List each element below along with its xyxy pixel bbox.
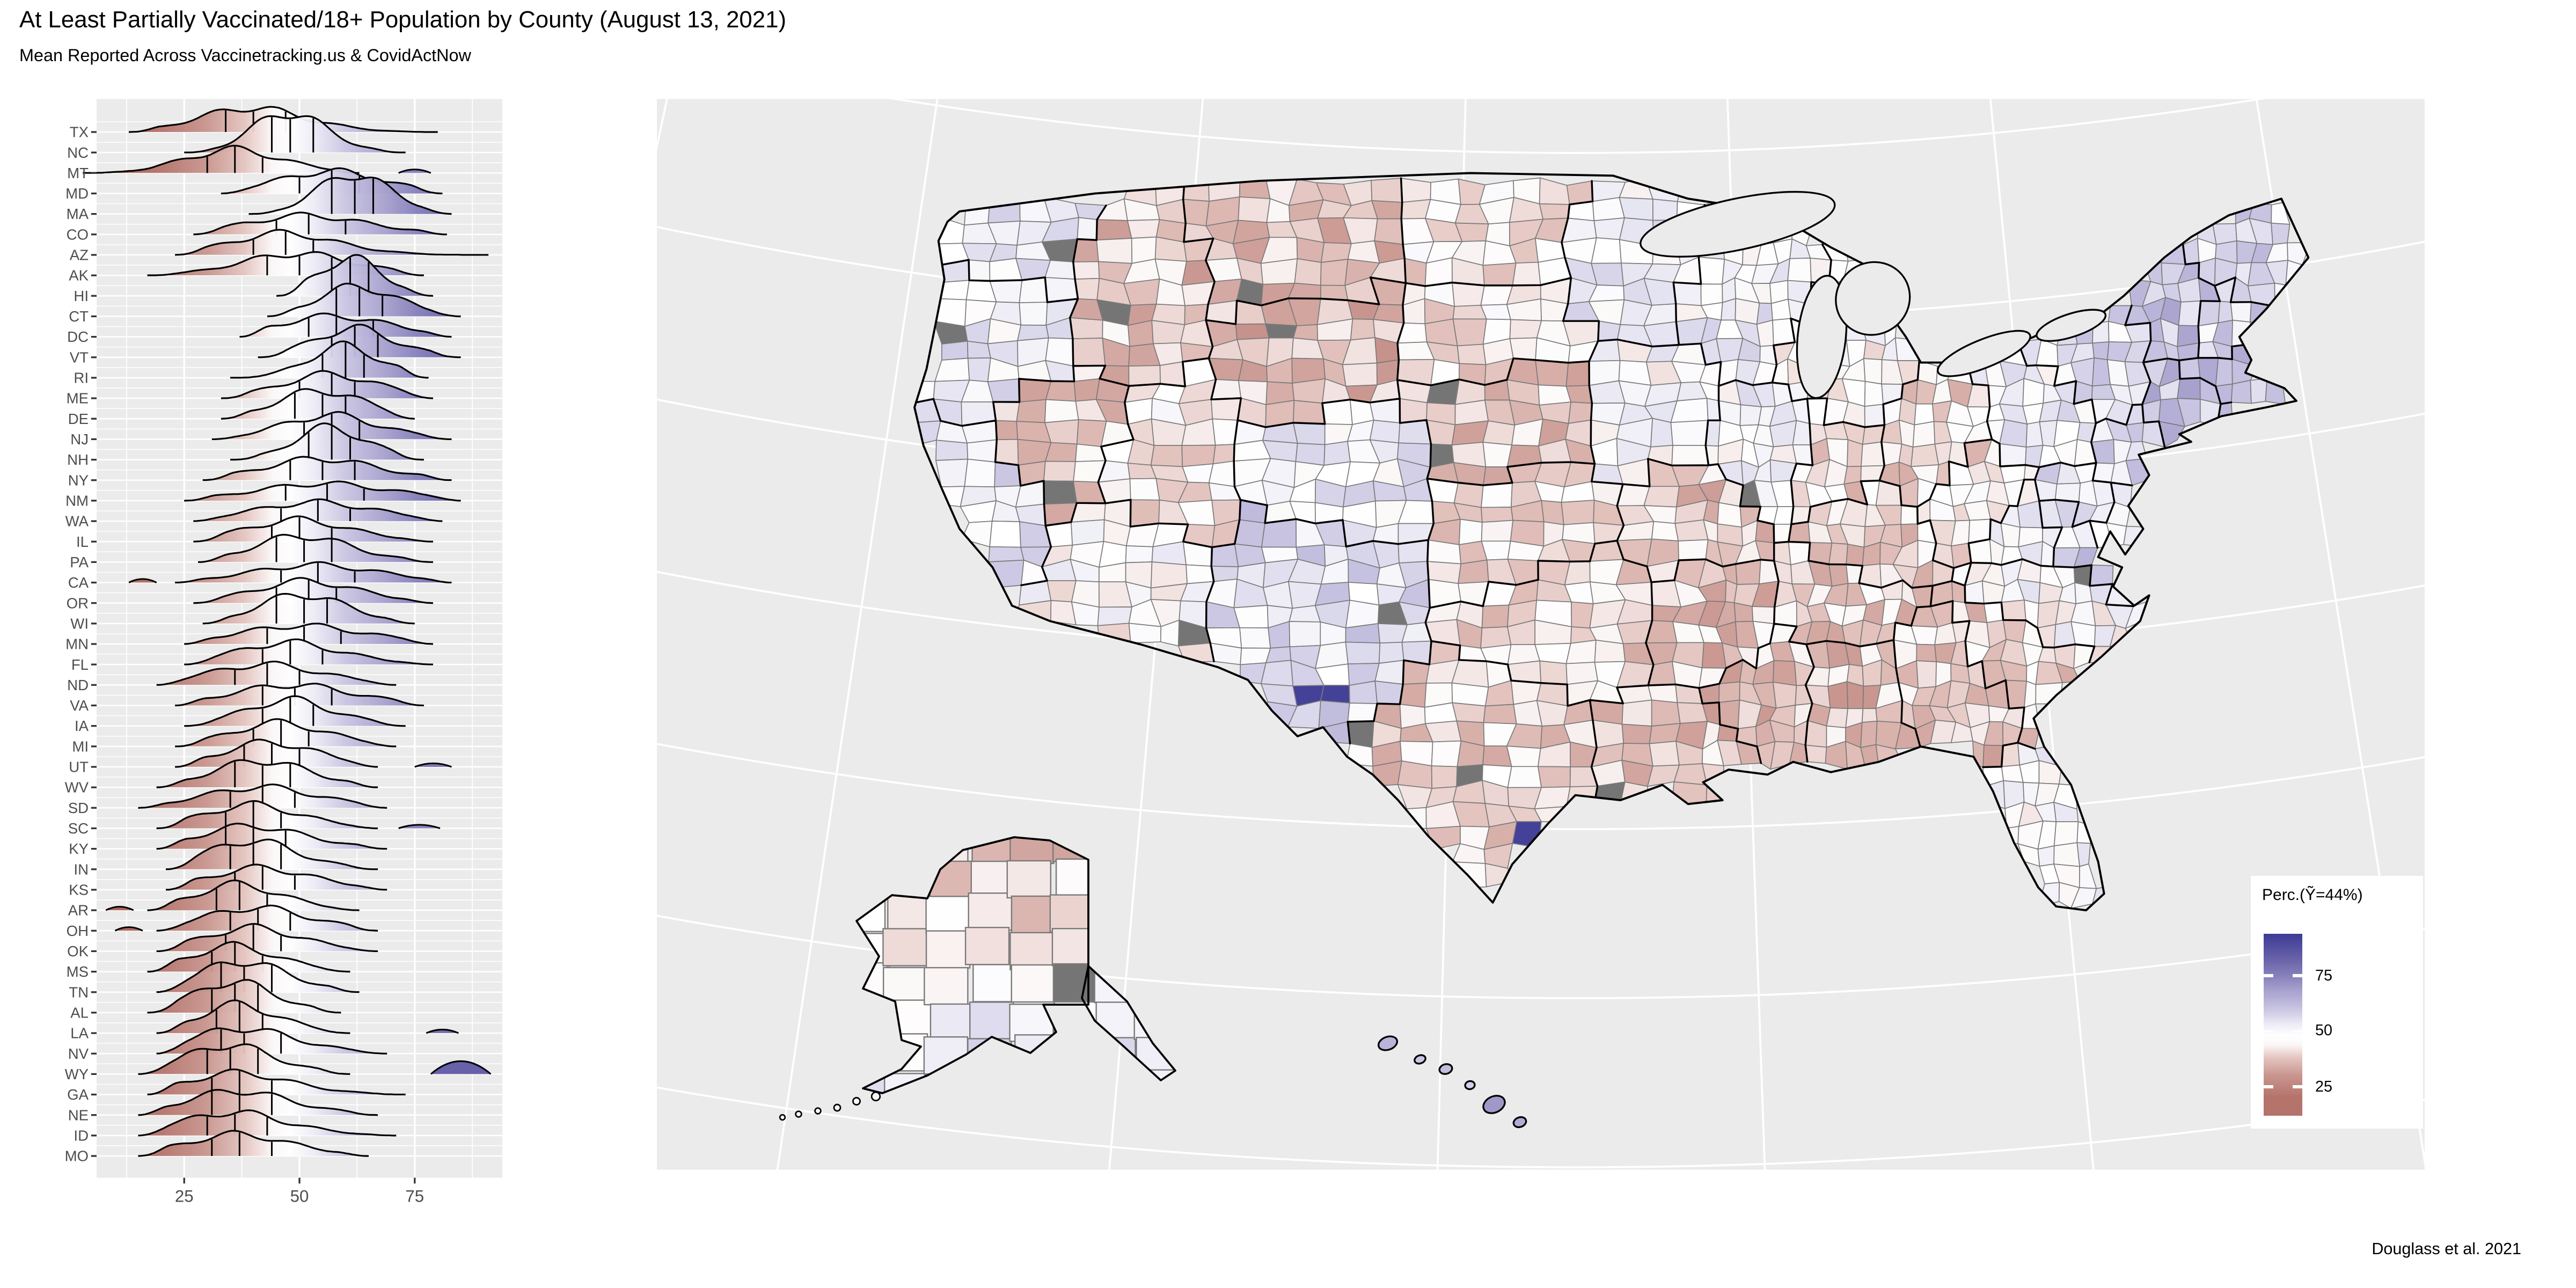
svg-text:OH: OH	[67, 923, 89, 939]
svg-text:AZ: AZ	[70, 247, 89, 264]
svg-text:CO: CO	[67, 226, 89, 243]
svg-text:IL: IL	[76, 533, 89, 550]
legend-tick-notch	[2293, 1030, 2302, 1033]
svg-text:WY: WY	[65, 1066, 89, 1082]
svg-text:TX: TX	[70, 124, 89, 141]
caption: Douglass et al. 2021	[2372, 1241, 2521, 1259]
svg-text:VT: VT	[70, 349, 89, 365]
legend-gradient-bar	[2264, 934, 2302, 1116]
svg-text:CA: CA	[68, 574, 89, 591]
svg-text:SC: SC	[68, 820, 89, 837]
svg-text:KY: KY	[69, 840, 89, 857]
svg-text:MA: MA	[67, 206, 89, 222]
svg-text:DC: DC	[67, 328, 89, 345]
svg-text:NM: NM	[65, 492, 89, 509]
svg-text:50: 50	[290, 1187, 309, 1206]
legend-tick-notch	[2264, 1030, 2273, 1033]
svg-text:CT: CT	[69, 308, 89, 325]
svg-text:TN: TN	[69, 984, 89, 1000]
svg-text:RI: RI	[74, 370, 89, 386]
legend-tick-25: 25	[2315, 1078, 2333, 1096]
svg-text:75: 75	[405, 1187, 424, 1206]
svg-text:UT: UT	[69, 759, 89, 775]
svg-text:ID: ID	[74, 1127, 89, 1144]
svg-text:SD: SD	[68, 800, 89, 816]
svg-text:OK: OK	[67, 943, 89, 960]
svg-text:WI: WI	[70, 615, 89, 632]
svg-text:NV: NV	[68, 1045, 89, 1062]
map-legend: Perc.(Ỹ=44%) 75 50 25	[2251, 876, 2423, 1129]
svg-text:GA: GA	[67, 1086, 89, 1103]
svg-text:VA: VA	[70, 697, 89, 714]
svg-text:NH: NH	[67, 451, 89, 468]
svg-text:AL: AL	[70, 1004, 89, 1021]
svg-text:LA: LA	[70, 1025, 89, 1042]
svg-text:ND: ND	[67, 677, 89, 693]
svg-text:NY: NY	[68, 472, 89, 488]
svg-text:ME: ME	[67, 390, 89, 407]
svg-text:KS: KS	[69, 882, 89, 898]
svg-text:MN: MN	[65, 636, 89, 653]
svg-text:FL: FL	[71, 656, 89, 673]
svg-text:HI: HI	[74, 288, 89, 304]
svg-text:DE: DE	[68, 411, 89, 427]
svg-text:25: 25	[175, 1187, 194, 1206]
svg-text:MT: MT	[67, 165, 89, 181]
legend-tick-notch	[2293, 1086, 2302, 1088]
svg-text:NJ: NJ	[70, 431, 89, 448]
legend-tick-50: 50	[2315, 1022, 2333, 1041]
legend-tick-notch	[2293, 975, 2302, 977]
svg-text:AR: AR	[68, 902, 89, 919]
page-subtitle: Mean Reported Across Vaccinetracking.us …	[19, 47, 471, 66]
svg-text:WA: WA	[65, 513, 89, 530]
svg-text:AK: AK	[69, 267, 89, 284]
page-title: At Least Partially Vaccinated/18+ Popula…	[19, 8, 787, 34]
svg-text:OR: OR	[67, 595, 89, 611]
svg-text:IA: IA	[75, 718, 89, 734]
legend-tick-75: 75	[2315, 967, 2333, 985]
svg-text:NE: NE	[68, 1107, 89, 1123]
svg-text:IN: IN	[74, 861, 89, 877]
svg-text:MS: MS	[67, 963, 89, 980]
legend-title: Perc.(Ỹ=44%)	[2262, 887, 2363, 905]
svg-text:PA: PA	[70, 554, 89, 570]
svg-text:WV: WV	[65, 779, 89, 796]
svg-text:MI: MI	[72, 738, 89, 755]
svg-text:MD: MD	[65, 185, 89, 202]
legend-tick-notch	[2264, 975, 2273, 977]
svg-text:NC: NC	[67, 144, 89, 161]
legend-tick-notch	[2264, 1086, 2273, 1088]
svg-text:MO: MO	[65, 1148, 89, 1165]
